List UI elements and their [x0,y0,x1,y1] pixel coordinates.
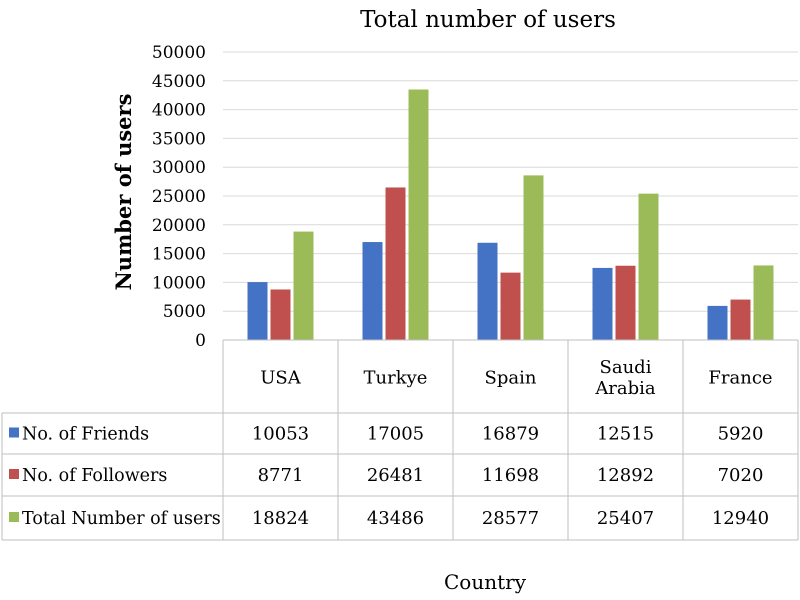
y-tick-label: 25000 [152,187,206,207]
bar [638,193,659,340]
bar [385,187,406,340]
data-label: 7020 [718,465,764,486]
bar [408,89,429,341]
y-tick-label: 20000 [152,216,206,236]
y-tick-label: 45000 [152,72,206,92]
y-tick-label: 35000 [152,129,206,149]
data-label: 8771 [258,465,304,486]
data-label: 16879 [482,424,539,445]
chart-title: Total number of users [360,7,616,33]
legend-key [9,427,19,438]
y-tick-label: 40000 [152,101,206,121]
x-tick-label: France [708,368,772,389]
data-label: 5920 [718,424,764,445]
data-label: 43486 [367,508,424,529]
x-tick-label: Arabia [594,378,656,399]
legend-label: No. of Friends [22,425,149,445]
data-label: 26481 [367,465,424,486]
bar [753,265,774,340]
bar [477,242,498,340]
y-tick-label: 15000 [152,245,206,265]
data-label: 10053 [252,424,309,445]
y-tick-label: 30000 [152,158,206,178]
bar [362,242,383,340]
y-tick-label: 5000 [163,302,206,322]
legend-label: No. of Followers [22,466,167,486]
bar [615,265,636,340]
bar [592,267,613,340]
data-label: 12892 [597,465,654,486]
bar [707,305,728,340]
data-label: 25407 [597,508,654,529]
data-label: 18824 [252,508,309,529]
legend-label: Total Number of users [22,509,221,529]
data-label: 28577 [482,508,539,529]
x-axis-label: Country [444,570,527,594]
data-label: 12515 [597,424,654,445]
x-tick-label: USA [260,368,302,389]
bar [293,231,314,340]
legend-key [9,512,19,522]
x-tick-label: Saudi [600,357,652,378]
gridlines [223,51,798,341]
bar [500,272,521,340]
y-axis-ticks: 0 5000 10000 15000 20000 25000 30000 35000 40000… [152,43,206,351]
y-tick-label: 0 [195,331,206,351]
data-label: 11698 [482,465,539,486]
x-tick-label: Spain [485,368,537,389]
y-axis-label: Number of users [111,94,136,291]
legend-key [9,469,19,479]
y-tick-label: 50000 [152,43,206,63]
bars [247,89,774,341]
data-label: 12940 [712,508,769,529]
x-tick-label: Turkye [364,368,428,389]
bar [730,299,751,340]
bar [270,289,291,340]
y-tick-label: 10000 [152,273,206,293]
bar [523,175,544,340]
bar [247,282,268,340]
data-label: 17005 [367,424,424,445]
